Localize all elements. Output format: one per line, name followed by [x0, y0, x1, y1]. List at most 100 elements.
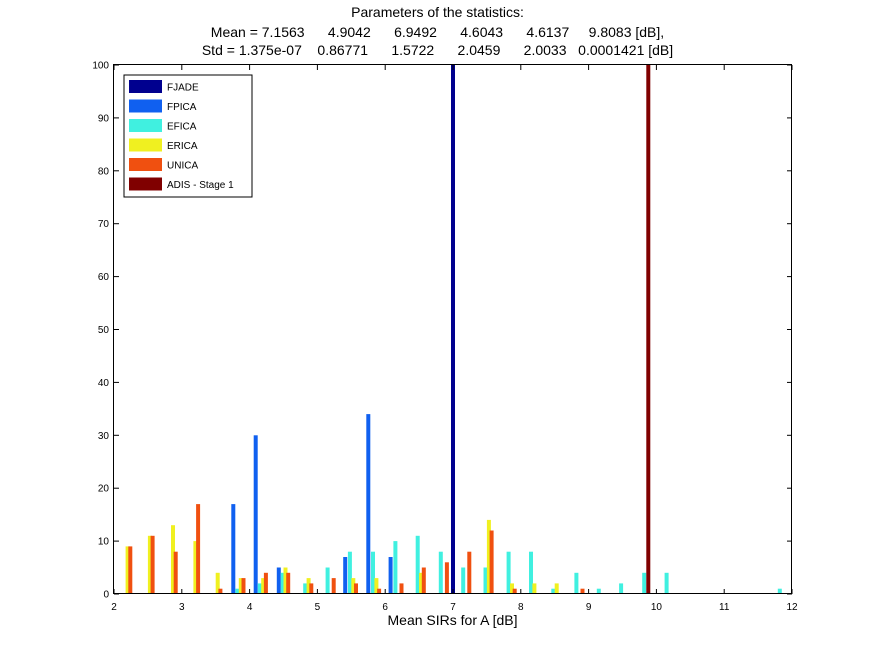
bar-unica-3 — [196, 504, 201, 594]
bar-adis-stage-1-0 — [646, 65, 651, 594]
x-tick-label: 4 — [247, 602, 253, 613]
bar-unica-7 — [286, 572, 291, 594]
x-tick-label: 3 — [179, 602, 185, 613]
legend-label-fjade: FJADE — [167, 83, 199, 94]
bar-efica-5 — [347, 551, 352, 594]
bar-erica-6 — [261, 578, 266, 594]
bar-unica-11 — [377, 588, 382, 594]
bar-efica-18 — [642, 572, 647, 594]
bar-efica-2 — [280, 572, 285, 594]
bar-erica-0 — [125, 546, 130, 594]
y-tick-label: 100 — [92, 61, 109, 72]
bar-efica-16 — [596, 588, 601, 594]
bar-unica-4 — [218, 588, 223, 594]
bar-erica-13 — [510, 583, 514, 594]
bar-erica-5 — [238, 578, 243, 594]
x-tick-label: 11 — [719, 602, 730, 613]
bar-efica-15 — [574, 572, 579, 594]
y-tick-label: 90 — [98, 113, 110, 124]
bar-unica-5 — [241, 578, 246, 594]
bar-unica-6 — [263, 572, 268, 594]
x-tick-label: 12 — [786, 602, 798, 613]
bar-unica-13 — [421, 567, 426, 594]
axis-ticks: 2 3 4 5 6 7 8 9 10 11 12 0 10 20 30 40 50 60 70 80 90 100 — [92, 61, 798, 614]
bar-efica-13 — [529, 551, 533, 594]
bar-efica-11 — [483, 567, 488, 594]
bar-unica-9 — [331, 578, 336, 594]
bar-unica-0 — [128, 546, 133, 594]
y-tick-label: 0 — [103, 590, 109, 601]
x-tick-label: 9 — [586, 602, 592, 613]
legend-box — [123, 74, 253, 198]
legend-swatch-efica — [129, 119, 162, 132]
bar-efica-4 — [325, 567, 330, 594]
bar-efica-10 — [461, 567, 466, 594]
bar-unica-18 — [580, 588, 585, 594]
y-tick-label: 70 — [98, 219, 110, 230]
bar-unica-15 — [467, 551, 472, 594]
bar-erica-15 — [554, 583, 559, 594]
bar-marks — [125, 65, 782, 594]
bar-unica-8 — [309, 583, 314, 594]
bar-fjade-0 — [451, 65, 455, 594]
x-tick-label: 2 — [111, 602, 117, 613]
bar-efica-3 — [303, 583, 308, 594]
legend-label-erica: ERICA — [167, 141, 198, 152]
x-axis-label: Mean SIRs for A [dB] — [387, 612, 518, 628]
legend-swatch-fjade — [129, 80, 162, 93]
y-tick-label: 80 — [98, 166, 110, 177]
bar-erica-8 — [306, 578, 311, 594]
bar-fpica-1 — [253, 435, 258, 594]
bar-erica-12 — [486, 519, 491, 594]
bar-erica-10 — [374, 578, 379, 594]
bar-fpica-2 — [276, 567, 281, 594]
y-tick-label: 50 — [98, 325, 110, 336]
bar-efica-7 — [393, 541, 398, 594]
legend-swatch-fpica — [129, 99, 162, 113]
x-tick-label: 7 — [450, 602, 456, 613]
legend-label-unica: UNICA — [167, 161, 198, 172]
bar-erica-3 — [193, 541, 198, 594]
y-tick-label: 10 — [98, 537, 110, 548]
bar-erica-7 — [283, 567, 288, 594]
y-tick-label: 30 — [98, 431, 110, 442]
legend-label-efica: EFICA — [167, 122, 197, 133]
bar-erica-2 — [171, 525, 175, 594]
bar-efica-20 — [777, 588, 782, 594]
bar-fpica-3 — [343, 557, 348, 594]
x-tick-label: 5 — [315, 602, 321, 613]
bar-fpica-5 — [388, 557, 393, 594]
bar-erica-11 — [419, 572, 424, 594]
y-tick-label: 40 — [98, 378, 110, 389]
legend-label-fpica: FPICA — [167, 102, 197, 113]
bar-efica-12 — [506, 551, 511, 594]
bar-efica-1 — [257, 583, 262, 594]
x-tick-label: 10 — [651, 602, 663, 613]
bar-efica-14 — [551, 588, 556, 594]
bar-unica-14 — [444, 562, 449, 594]
bar-erica-9 — [351, 578, 356, 594]
legend-swatch-unica — [129, 158, 162, 171]
bar-erica-14 — [532, 583, 537, 594]
bar-unica-12 — [399, 583, 404, 594]
chart-title: Parameters of the statistics: — [351, 4, 524, 20]
std-statistics-line: Std = 1.375e-07 0.86771 1.5722 2.0459 2.… — [201, 42, 674, 58]
bar-efica-19 — [664, 572, 669, 594]
legend: FJADE FPICA EFICA ERICA UNICA ADIS - Stage 1 — [123, 74, 253, 198]
bar-fpica-0 — [231, 504, 236, 594]
bar-efica-6 — [371, 551, 375, 594]
bar-efica-8 — [415, 535, 420, 594]
mean-statistics-line: Mean = 7.1563 4.9042 6.9492 4.6043 4.613… — [210, 24, 665, 40]
bar-unica-17 — [512, 588, 517, 594]
bar-unica-10 — [354, 583, 358, 594]
legend-swatch-adis-stage-1 — [129, 177, 162, 191]
bar-fpica-4 — [366, 414, 371, 594]
bar-unica-2 — [173, 551, 178, 594]
bar-efica-9 — [438, 551, 443, 594]
bar-efica-17 — [619, 583, 624, 594]
x-tick-label: 8 — [518, 602, 524, 613]
bar-unica-16 — [489, 530, 494, 594]
legend-swatch-erica — [129, 138, 162, 152]
bar-erica-4 — [215, 572, 220, 594]
